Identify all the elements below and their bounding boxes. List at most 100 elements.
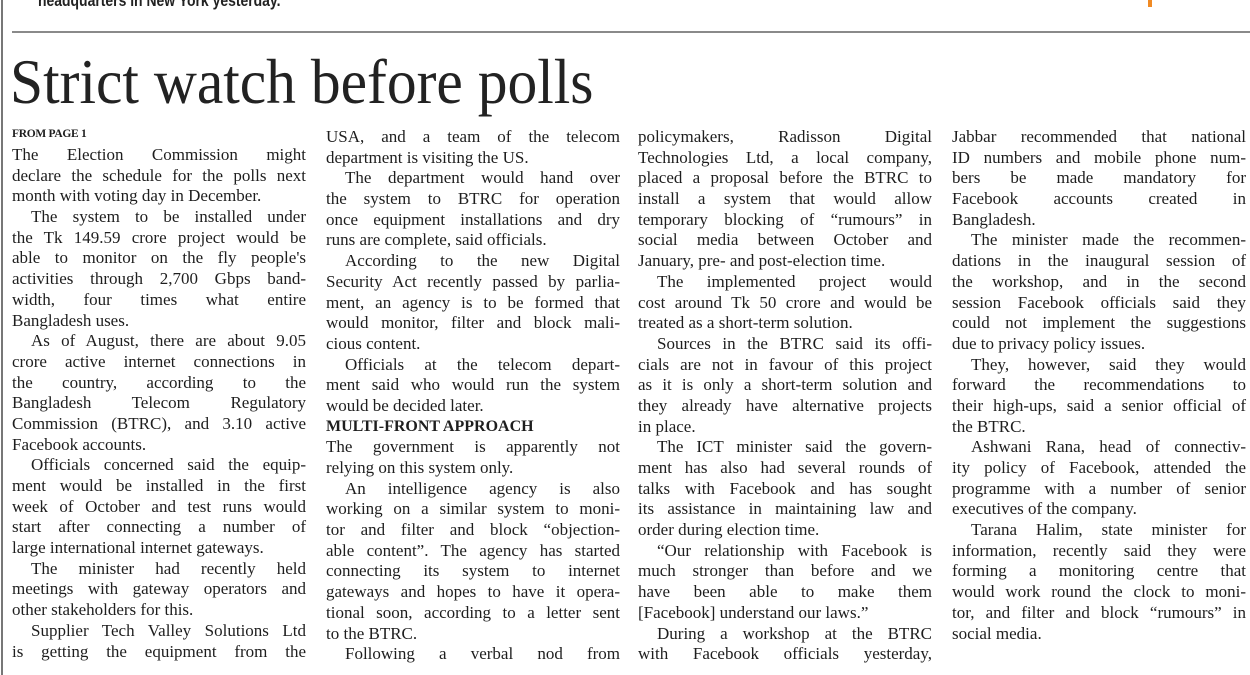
article-text-line: dations in the inaugural session of <box>952 251 1246 271</box>
article-text-line: runs are complete, said officials. <box>326 230 547 250</box>
article-text-line: much stronger than before and we <box>638 561 932 581</box>
article-text-line: the system to BTRC for operation <box>326 189 620 209</box>
article-text-line: Bangladesh uses. <box>12 310 130 330</box>
article-text-line: Officials concerned said the equip- <box>31 455 306 475</box>
article-text-line: cials are not in favour of this project <box>638 354 932 374</box>
article-text-line: start after connecting a number of <box>12 517 306 537</box>
article-text-line: ity policy of Facebook, attended the <box>952 458 1246 477</box>
article-text-line: As of August, there are about 9.05 <box>31 331 306 351</box>
article-text-line: connecting its system to internet <box>326 561 620 581</box>
article-column-3: policymakers, Radisson Digital Technologi… <box>638 127 932 665</box>
article-text-line: department is visiting the US. <box>326 147 529 167</box>
article-text-line: Facebook accounts created in <box>952 189 1246 209</box>
article-text-line: relying on this system only. <box>326 458 514 477</box>
article-text-line: forward the recommendations to <box>952 375 1246 395</box>
article-text-line: have been able to make them <box>638 582 932 602</box>
article-text-line: able content”. The agency has started <box>326 540 620 560</box>
article-text-line: to the BTRC. <box>326 623 418 643</box>
article-text-line: policymakers, Radisson Digital <box>638 127 932 146</box>
orange-accent-mark <box>1148 0 1152 7</box>
article-text-line: declare the schedule for the polls next <box>12 165 306 185</box>
article-text-line: Following a verbal nod from <box>345 644 620 664</box>
article-text-line: the country, according to the <box>12 372 306 392</box>
article-text-line: is getting the equipment from the <box>12 641 306 661</box>
article-text-line: social media. <box>952 623 1042 643</box>
article-text-line: Commission (BTRC), and 3.10 active <box>12 413 306 433</box>
article-text-line: The system to be installed under <box>31 207 306 227</box>
article-text-line: “Our relationship with Facebook is <box>657 540 932 560</box>
article-text-line: ment would be installed in the first <box>12 476 306 495</box>
article-text-line: According to the new Digital <box>345 251 620 271</box>
article-text-line: Security Act recently passed by parlia- <box>326 271 620 291</box>
section-divider <box>12 31 1250 33</box>
article-text-line: due to privacy policy issues. <box>952 333 1146 353</box>
article-text-line: Bangladesh. <box>952 209 1036 229</box>
article-text-line: The minister had recently held <box>31 558 306 578</box>
article-text-line: activities through 2,700 Gbps band- <box>12 269 306 289</box>
article-text-line: able to monitor on the fly people's <box>12 248 306 268</box>
article-text-line: crore active internet connections in <box>12 351 306 371</box>
article-text-line: The government is apparently not <box>326 437 620 457</box>
headline: Strict watch before polls <box>10 46 594 117</box>
article-text-line: the workshop, and in the second <box>952 271 1246 291</box>
article-text-line: social media between October and <box>638 230 932 250</box>
continued-from-label: FROM PAGE 1 <box>12 128 87 140</box>
article-text-line: ment has also had several rounds of <box>638 458 932 477</box>
article-text-line: Officials at the telecom depart- <box>345 354 620 374</box>
article-text-line: talks with Facebook and has sought <box>638 478 932 498</box>
article-text-line: its assistance in maintaining law and <box>638 499 932 519</box>
article-text-line: other stakeholders for this. <box>12 600 194 620</box>
article-text-line: programme with a number of senior <box>952 478 1246 498</box>
article-text-line: They, however, said they would <box>971 354 1246 374</box>
article-column-4: Jabbar recommended that national ID numbe… <box>952 127 1246 644</box>
article-text-line: ID numbers and mobile phone num- <box>952 147 1246 167</box>
article-text-line: The implemented project would <box>657 271 932 291</box>
article-text-line: would be decided later. <box>326 395 484 415</box>
article-text-line: order during election time. <box>638 520 820 540</box>
previous-story-snippet: headquarters in New York yesterday. <box>38 0 281 10</box>
article-text-line: in place. <box>638 416 696 436</box>
article-text-line: Facebook accounts. <box>12 434 147 454</box>
article-text-line: forming a monitoring centre that <box>952 561 1246 581</box>
article-text-line: cost around Tk 50 crore and would be <box>638 292 932 312</box>
section-subheading: MULTI-FRONT APPROACH <box>326 417 534 435</box>
article-text-line: they already have alternative projects <box>638 395 932 415</box>
article-text-line: cious content. <box>326 333 421 353</box>
article-text-line: would work round the clock to moni- <box>952 582 1246 602</box>
article-text-line: the BTRC. <box>952 416 1026 436</box>
article-text-line: once equipment installations and dry <box>326 209 620 229</box>
article-text-line: could not implement the suggestions <box>952 313 1246 333</box>
article-text-line: The minister made the recommen- <box>971 230 1246 250</box>
article-text-line: tional soon, according to a letter sent <box>326 602 620 622</box>
article-text-line: large international internet gateways. <box>12 538 264 558</box>
article-text-line: tor, and filter and block “rumours” in <box>952 602 1246 622</box>
article-text-line: executives of the company. <box>952 499 1137 519</box>
article-column-1: FROM PAGE 1 The Election Commission migh… <box>12 127 306 662</box>
article-text-line: ment, an agency is to be formed that <box>326 292 620 312</box>
article-text-line: An intelligence agency is also <box>345 478 620 498</box>
article-text-line: install a system that would allow <box>638 189 932 209</box>
article-text-line: Jabbar recommended that national <box>952 127 1246 146</box>
article-text-line: [Facebook] understand our laws.” <box>638 602 869 622</box>
article-text-line: width, four times what entire <box>12 289 306 309</box>
article-text-line: USA, and a team of the telecom <box>326 127 620 146</box>
article-text-line: During a workshop at the BTRC <box>657 623 932 643</box>
article-text-line: Sources in the BTRC said its offi- <box>657 333 932 353</box>
article-text-line: tor and filter and block “objection- <box>326 520 620 540</box>
article-text-line: meetings with gateway operators and <box>12 579 306 599</box>
article-column-2: USA, and a team of the telecom department… <box>326 127 620 665</box>
article-text-line: Supplier Tech Valley Solutions Ltd <box>31 620 306 640</box>
article-text-line: The ICT minister said the govern- <box>657 437 932 457</box>
page-left-border <box>1 0 3 675</box>
article-text-line: Ashwani Rana, head of connectiv- <box>971 437 1246 457</box>
article-text-line: treated as a short-term solution. <box>638 313 853 333</box>
article-text-line: ment said who would run the system <box>326 375 620 395</box>
article-text-line: would monitor, filter and block mali- <box>326 313 620 333</box>
article-text-line: The department would hand over <box>345 168 620 188</box>
article-text-line: the Tk 149.59 crore project would be <box>12 227 306 247</box>
article-text-line: The Election Commission might <box>12 145 306 164</box>
article-text-line: information, recently said they were <box>952 540 1246 560</box>
article-text-line: week of October and test runs would <box>12 496 306 516</box>
article-text-line: temporary blocking of “rumours” in <box>638 209 932 229</box>
article-text-line: Bangladesh Telecom Regulatory <box>12 393 306 413</box>
